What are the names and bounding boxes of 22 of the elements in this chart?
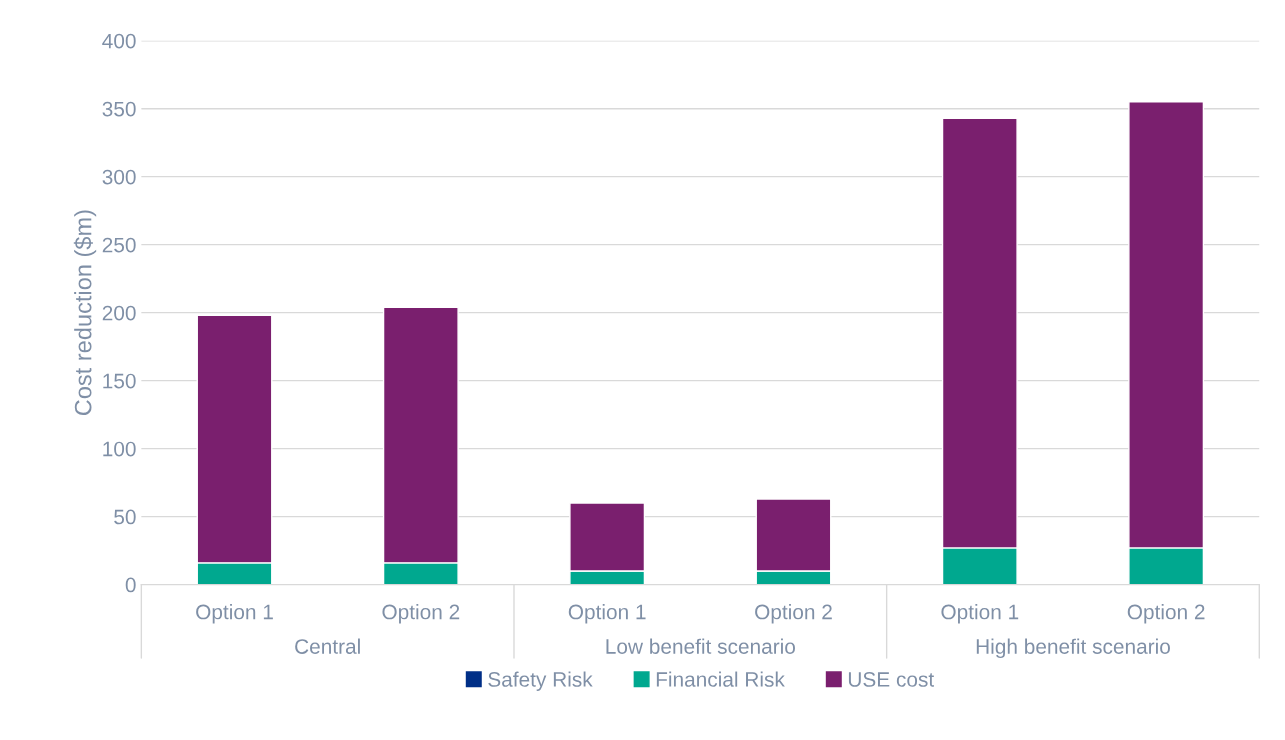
text: Central (295, 638, 360, 654)
legend-label: Safety Risk (488, 671, 593, 691)
x-tick-label: Option 1 (941, 604, 1019, 624)
x-tick-label: Option 2 (1127, 604, 1205, 624)
y-tick-label: 400 (102, 33, 136, 49)
y-tick-label: 50 (114, 509, 136, 525)
y-tick-label: 300 (102, 169, 136, 185)
y-tick-label: 0 (125, 577, 136, 593)
y-tick-label: 200 (102, 305, 136, 321)
y-tick-label: 350 (102, 101, 136, 117)
legend-label: Financial Risk (656, 671, 785, 687)
y-tick-label: 100 (103, 441, 136, 457)
y-tick-label: 150 (103, 373, 136, 389)
x-tick-label: Option 1 (196, 604, 273, 624)
text: Low benefit scenario (606, 638, 795, 654)
x-tick-label: Option 2 (382, 604, 460, 624)
text: High benefit scenario (976, 638, 1170, 659)
x-tick-label: Option 1 (568, 604, 646, 624)
y-tick-label: 250 (102, 237, 136, 253)
x-tick-label: Option 2 (755, 604, 832, 624)
y-axis-title: Cost reduction ($m) (73, 210, 97, 416)
legend-label: USE cost (848, 672, 935, 687)
